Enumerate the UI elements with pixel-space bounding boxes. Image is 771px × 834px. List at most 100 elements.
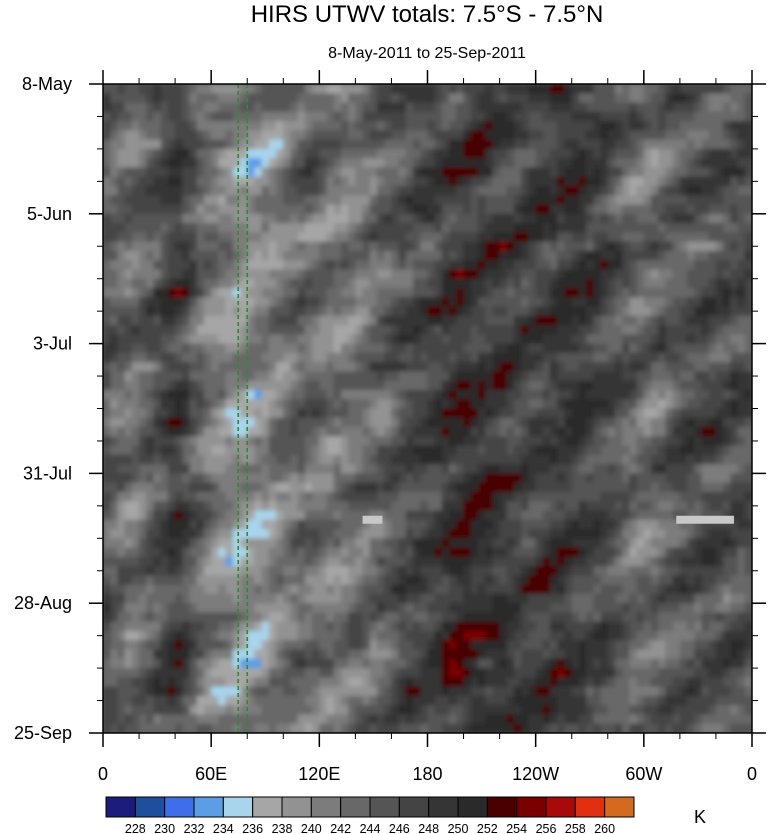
field-cell [110,380,119,391]
field-cell [593,482,602,493]
field-cell [218,93,227,104]
field-cell [276,408,284,419]
field-cell [369,371,378,382]
field-cell [578,371,587,382]
field-cell [160,371,169,382]
field-cell [377,593,385,604]
field-cell [715,445,724,456]
field-cell [687,167,695,178]
field-cell [398,297,407,308]
field-cell [607,417,616,428]
field-cell [521,464,530,474]
field-cell [391,380,400,391]
field-cell [247,84,256,94]
field-cell [485,315,493,326]
field-cell [708,204,717,215]
field-cell [737,547,746,558]
field-cell [117,473,126,484]
field-cell [290,491,299,502]
field-cell [723,538,731,549]
field-cell [405,593,414,604]
field-cell [283,315,292,326]
field-cell [723,501,731,512]
field-cell [117,575,126,586]
field-cell [687,102,695,113]
field-cell [348,491,356,502]
field-cell [160,232,169,243]
field-cell [247,334,256,345]
field-cell [348,139,356,150]
field-cell [348,102,356,113]
field-cell [124,278,133,289]
field-cell [723,510,731,521]
field-cell [139,417,147,428]
field-cell [557,176,566,187]
field-cell [290,167,299,178]
field-cell [586,287,594,298]
field-cell [535,111,544,122]
field-cell [420,519,429,530]
field-cell [319,380,328,391]
field-cell [377,529,385,539]
field-cell [167,325,176,335]
field-cell [499,464,508,474]
field-cell [405,269,414,280]
field-cell [146,529,155,539]
field-cell [276,111,284,122]
field-cell [550,427,558,437]
field-cell [593,380,602,391]
field-cell [463,250,472,261]
field-cell [665,241,674,252]
field-cell [261,519,270,530]
field-cell [297,260,306,271]
field-cell [672,148,681,159]
field-cell [477,287,486,298]
field-cell [535,464,544,474]
field-cell [542,111,551,122]
field-cell [189,232,198,243]
field-cell [405,389,414,400]
field-cell [175,306,183,317]
field-cell [514,454,522,465]
field-cell [643,519,652,530]
field-cell [225,584,234,595]
field-cell [578,538,587,549]
field-cell [723,482,731,493]
field-cell [117,445,126,456]
field-cell [643,185,652,196]
field-cell [636,584,645,595]
field-cell [492,102,501,113]
field-cell [110,93,119,104]
field-cell [203,371,212,382]
field-cell [218,343,227,354]
field-cell [304,343,313,354]
field-cell [175,566,183,576]
field-cell [687,538,695,549]
field-cell [492,325,501,335]
field-cell [578,232,587,243]
field-cell [485,121,493,131]
field-cell [160,343,169,354]
field-cell [290,204,299,215]
field-cell [441,223,450,233]
field-cell [441,204,450,215]
field-cell [290,139,299,150]
field-cell [225,399,234,410]
field-cell [232,584,241,595]
field-cell [167,445,176,456]
field-cell [492,260,501,271]
field-cell [405,213,414,224]
field-cell [110,399,119,410]
field-cell [225,334,234,345]
field-cell [232,491,241,502]
field-cell [232,93,241,104]
field-cell [651,139,659,150]
field-cell [470,473,479,484]
field-cell [427,315,436,326]
field-cell [355,343,364,354]
field-cell [521,427,530,437]
field-cell [441,473,450,484]
field-cell [131,575,140,586]
field-cell [240,445,248,456]
field-cell [225,102,234,113]
